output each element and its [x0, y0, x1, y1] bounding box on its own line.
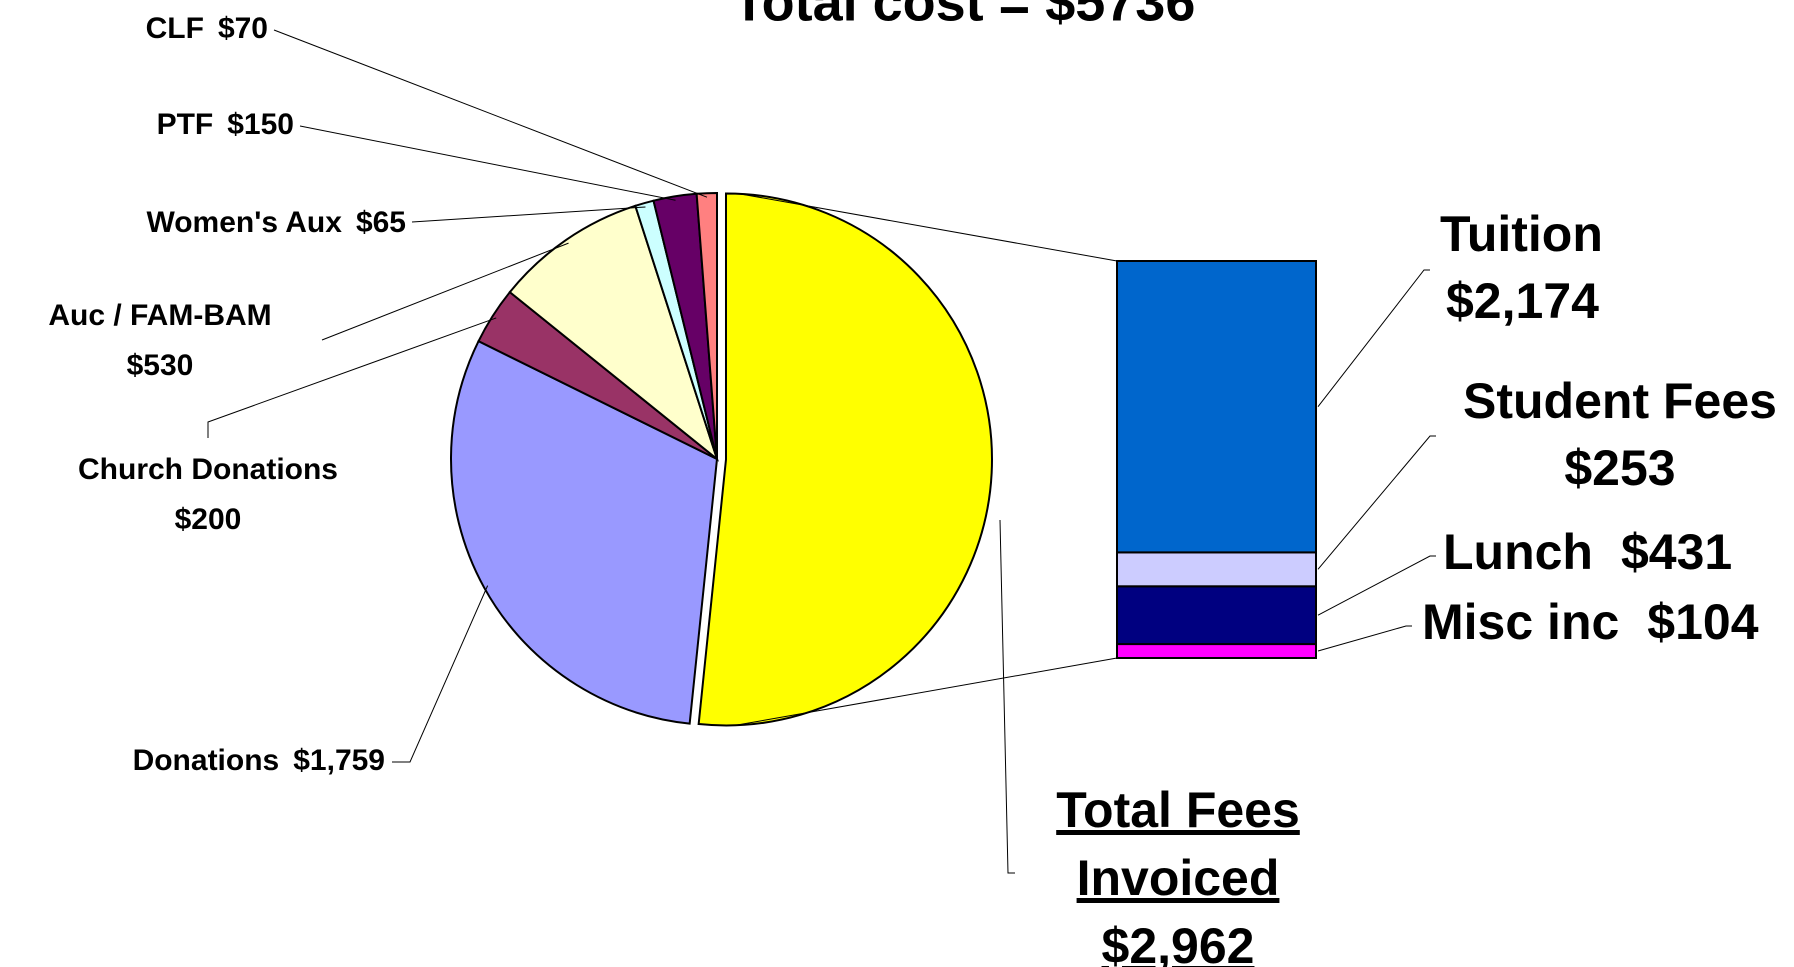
category-label: Tuition: [1440, 206, 1603, 262]
category-label: PTF: [157, 108, 214, 141]
value-label: $200: [175, 503, 242, 536]
category-label: Auc / FAM-BAM: [48, 299, 271, 332]
category-label: CLF: [146, 12, 204, 45]
leader-line: [1317, 269, 1430, 407]
value-label: $70: [218, 12, 268, 45]
pie-slice: [697, 192, 993, 727]
segment-label: Lunch $431: [1443, 524, 1732, 580]
value-label: $1,759: [293, 744, 385, 777]
value-label: $65: [356, 206, 406, 239]
bar-segment: [1116, 551, 1317, 588]
leader-line: [299, 125, 676, 201]
value-label: $104: [1647, 594, 1758, 650]
leader-line: [999, 519, 1015, 874]
pie-slice: [508, 204, 719, 462]
leader-line: [392, 585, 489, 763]
slice-label: Women's Aux $65: [146, 206, 406, 239]
slice-label: Donations $1,759: [133, 744, 385, 777]
leader-line: [207, 317, 497, 438]
pie-slice: [695, 191, 718, 460]
chart-title: Total cost = $5736: [733, 0, 1196, 32]
bar-segment: [1116, 643, 1317, 660]
value-label: $2,174: [1446, 273, 1599, 329]
leader-line: [321, 242, 569, 341]
bar-segment: [1116, 260, 1317, 554]
category-label: Donations: [133, 744, 280, 777]
slice-label: PTF $150: [157, 108, 294, 141]
leader-line: [1317, 555, 1436, 616]
leader-line: [1317, 435, 1436, 570]
category-label: Total Fees Invoiced: [1056, 782, 1300, 906]
leader-line: [735, 657, 1118, 726]
pie-slice: [450, 339, 719, 725]
bar-segment: [1116, 585, 1317, 646]
value-label: $253: [1564, 440, 1675, 496]
value-label: $530: [127, 349, 194, 382]
slice-label: CLF $70: [146, 12, 268, 45]
category-label: Church Donations: [78, 453, 338, 486]
category-label: Misc inc: [1422, 594, 1619, 650]
value-label: $431: [1621, 524, 1732, 580]
segment-label: Misc inc $104: [1422, 594, 1759, 650]
category-label: Lunch: [1443, 524, 1593, 580]
leader-line: [273, 29, 708, 198]
leader-line: [1317, 625, 1412, 652]
leader-line: [739, 193, 1118, 262]
value-label: $150: [227, 108, 294, 141]
total-fees-label: Total Fees Invoiced $2,962: [1018, 776, 1338, 967]
value-label: $2,962: [1101, 918, 1255, 967]
leader-line: [411, 206, 646, 223]
category-label: Women's Aux: [146, 206, 342, 239]
category-label: Student Fees: [1463, 373, 1777, 429]
